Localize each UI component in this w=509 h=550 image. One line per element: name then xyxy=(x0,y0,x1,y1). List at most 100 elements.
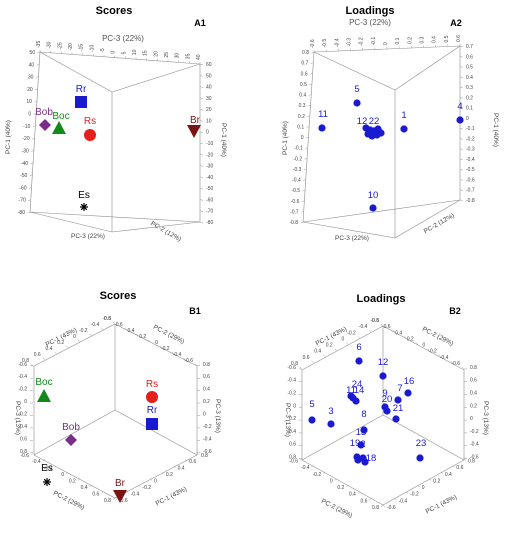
a2-right-tick-mark xyxy=(459,168,464,171)
loading-label-5: 5 xyxy=(354,84,359,95)
loading-dot xyxy=(416,454,424,462)
b1-edge5-tick-mark xyxy=(54,351,57,355)
b2-edge3-tick-mark xyxy=(322,471,326,474)
a1-left-tick-label: 50 xyxy=(29,50,35,56)
a1-right-tick-label: 10 xyxy=(206,118,212,124)
b2-edge1-tick-label: -0.6 xyxy=(470,454,479,460)
a2-right-ticks: 0.7 0.6 0.5 0.4 0.3 0.2 0.1 0 -0.1 -0.2 -0.3 -0.4 -0… xyxy=(459,44,475,204)
loading-dot xyxy=(361,458,369,466)
loading-label-14: 14 xyxy=(354,385,365,396)
b1-ticks: 0.80.60.40.20-0.2-0.4-0.60.80.60.40.20-0… xyxy=(18,316,211,504)
a1-panel-id: A1 xyxy=(194,18,206,28)
b2-edge3-tick-label: 0.2 xyxy=(337,485,344,491)
b1-edge2-tick-label: -0.6 xyxy=(119,498,128,504)
b1-edge1-tick-label: 0.8 xyxy=(203,362,210,368)
loading-label-22: 22 xyxy=(369,116,380,127)
a2-right-tick-label: 0.6 xyxy=(466,54,473,60)
marker-br xyxy=(187,125,201,138)
b2-edge0-tick-label: 0.2 xyxy=(407,336,414,342)
a2-top-tick-label: 0 xyxy=(383,42,389,45)
b1-edge2-tick-label: -0.4 xyxy=(131,492,140,498)
a2-left-tick-label: 0.2 xyxy=(298,114,305,120)
a1-right-tick-mark xyxy=(199,210,204,212)
label-rr: Rr xyxy=(147,405,158,416)
b2-edge5-tick-label: -0.6 xyxy=(370,318,379,324)
a1-box-edge xyxy=(111,221,201,233)
a1-box-edge xyxy=(111,63,201,93)
a1-right-tick-mark xyxy=(199,120,204,122)
a1-top-tick-label: 25 xyxy=(164,52,170,58)
b2-edge0-tick-mark xyxy=(438,354,442,357)
b2-edge5-tick-label: -0.4 xyxy=(359,324,368,330)
a1-left-ticks: 50 40 30 20 10 0 -10 -20 -30 -40 -50 -60 -70 -80 xyxy=(18,50,41,216)
a1-left-tick-mark xyxy=(36,64,40,66)
b1-edge0-tick-label: -0.4 xyxy=(173,352,182,358)
loading-label-16: 16 xyxy=(404,376,415,387)
a1-right-tick-mark xyxy=(199,142,204,145)
a2-top-tick-label: -0.6 xyxy=(310,39,316,48)
a2-right-tick-mark xyxy=(459,66,464,68)
a2-axis-top-label: PC-3 (22%) xyxy=(349,18,391,27)
panel-a1: Scores A1 PC-3 (22%) -35 -30 -25 -20 -15 -10-… xyxy=(5,5,227,243)
label-boc: Boc xyxy=(35,377,52,388)
a2-right-tick-label: -0.5 xyxy=(466,167,475,173)
b2-axis-top-right-label: PC-2 (29%) xyxy=(421,326,454,348)
a1-left-tick-mark xyxy=(29,174,33,177)
b2-edge3-tick-label: 0.4 xyxy=(349,492,356,498)
a2-left-tick-label: -0.8 xyxy=(289,220,298,226)
b2-edge2-tick-label: -0.4 xyxy=(399,498,408,504)
loading-label-12: 12 xyxy=(357,116,368,127)
b1-edge3-tick-label: -0.6 xyxy=(20,453,29,459)
a1-left-tick-label: -70 xyxy=(19,198,26,204)
a1-right-tick-label: 40 xyxy=(206,85,212,91)
marker-rr xyxy=(75,96,87,108)
b1-inner-edge xyxy=(33,409,116,456)
a2-right-tick-label: 0.4 xyxy=(466,75,473,81)
a1-right-ticks: 60 50 40 30 20 10 0 -10 -20 -30 -40 -50 -60 -70 -80 xyxy=(199,62,213,226)
a1-left-tick-label: 40 xyxy=(29,62,35,68)
a1-top-tick-label: 15 xyxy=(143,50,149,56)
a2-top-tick-label: -0.5 xyxy=(322,39,328,48)
b1-edge0-tick-label: 0.2 xyxy=(139,334,146,340)
b1-edge2-tick-label: 0.6 xyxy=(189,459,196,465)
loading-label-2: 2 xyxy=(360,439,365,450)
b1-edge5-tick-label: -0.6 xyxy=(102,316,111,322)
a2-left-tick-mark xyxy=(307,115,310,117)
loading-label-23: 23 xyxy=(416,438,427,449)
b2-edge5-tick-mark xyxy=(311,360,314,363)
b2-edge4-tick-label: -0.4 xyxy=(287,378,296,384)
a2-left-tick-label: -0.7 xyxy=(290,209,299,215)
a1-right-tick-mark xyxy=(199,199,204,201)
panel-b2: Loadings B2 0.80.60.40.20-0.2-0.4-0.60.8… xyxy=(284,293,489,519)
a2-right-tick-mark xyxy=(459,127,464,130)
b2-edge3-tick-label: 0.6 xyxy=(360,498,367,504)
a2-axis-bottom-label: PC-3 (22%) xyxy=(335,235,369,242)
b2-edge1-tick-label: 0.6 xyxy=(470,378,477,384)
b2-edge4-tick-label: 0.6 xyxy=(289,442,296,448)
b2-edge5-tick-label: -0.2 xyxy=(347,330,356,336)
a1-left-tick-mark xyxy=(30,162,34,165)
a1-top-tick-label: 40 xyxy=(196,54,202,60)
a1-right-tick-mark xyxy=(199,97,204,100)
b1-edge3-tick-label: 0 xyxy=(61,472,64,478)
a2-top-tick-label: -0.4 xyxy=(334,38,340,47)
b1-edge3-tick-label: -0.4 xyxy=(32,459,41,465)
a1-left-tick-mark xyxy=(28,187,32,189)
loading-label-21: 21 xyxy=(393,403,404,414)
label-br: Br xyxy=(115,478,126,489)
a2-left-tick-label: -0.1 xyxy=(294,146,303,152)
a2-left-tick-mark xyxy=(311,51,315,54)
b2-edge3-tick-mark xyxy=(311,464,314,468)
a1-left-tick-mark xyxy=(35,76,39,78)
b2-axis-bottom-left-label: PC-2 (29%) xyxy=(320,498,353,520)
b1-edge2-tick-mark xyxy=(185,459,188,462)
b2-edge2-tick-mark xyxy=(440,471,444,474)
a2-right-tick-mark xyxy=(459,45,464,48)
b1-edge3-tick-mark xyxy=(89,484,92,488)
b2-edge0-tick-label: 0 xyxy=(423,343,426,349)
a1-right-tick-label: -30 xyxy=(206,164,213,170)
a1-left-tick-mark xyxy=(28,199,31,201)
b2-edge3-tick-mark xyxy=(369,498,372,501)
b1-edge5-tick-label: -0.4 xyxy=(91,322,100,328)
a1-right-tick-mark xyxy=(199,154,204,156)
